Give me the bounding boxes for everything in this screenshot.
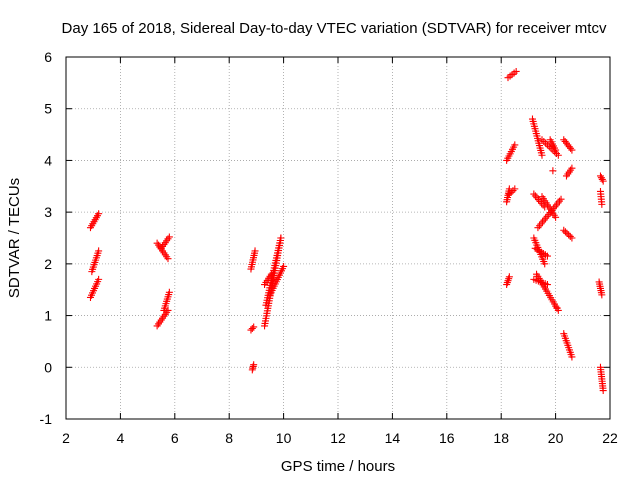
x-tick-label: 2	[62, 430, 70, 446]
data-point	[599, 177, 607, 185]
data-point	[598, 291, 606, 299]
y-tick-label: 2	[44, 256, 52, 272]
data-point	[568, 234, 576, 242]
data-point	[552, 213, 560, 221]
data-point	[250, 361, 258, 369]
data-point	[95, 247, 103, 255]
y-tick-label: 0	[44, 359, 52, 375]
y-tick-label: 6	[44, 49, 52, 65]
x-tick-label: 18	[493, 430, 509, 446]
data-point	[280, 262, 288, 270]
data-point	[567, 144, 575, 152]
grid	[66, 57, 610, 419]
data-point	[165, 288, 173, 296]
data-point	[537, 220, 545, 228]
data-point	[599, 387, 607, 395]
data-point	[538, 151, 546, 159]
x-tick-label: 10	[276, 430, 292, 446]
data-point	[543, 212, 551, 220]
y-tick-label: 5	[44, 101, 52, 117]
data-point	[552, 146, 560, 154]
x-tick-label: 16	[439, 430, 455, 446]
data-point	[540, 137, 548, 145]
data-point	[248, 325, 256, 332]
data-point	[543, 252, 551, 260]
data-point	[565, 231, 573, 239]
data-point	[511, 185, 519, 193]
data-point	[568, 164, 576, 172]
data-point	[539, 218, 547, 226]
data-point	[512, 67, 520, 75]
y-tick-label: 1	[44, 308, 52, 324]
data-point	[540, 216, 548, 224]
y-tick-label: 4	[44, 152, 52, 168]
data-point	[597, 174, 605, 182]
data-point	[552, 201, 560, 209]
y-tick-label: 3	[44, 204, 52, 220]
data-point	[251, 247, 259, 255]
data-point	[531, 192, 539, 200]
data-point	[505, 273, 513, 281]
data-point	[535, 222, 543, 230]
data-point	[560, 226, 568, 234]
data-point	[542, 214, 550, 222]
x-tick-label: 6	[171, 430, 179, 446]
data-point	[250, 323, 258, 331]
data-point	[533, 194, 541, 202]
data-point	[165, 233, 173, 241]
data-point	[164, 255, 172, 263]
x-tick-label: 20	[548, 430, 564, 446]
x-tick-label: 22	[602, 430, 618, 446]
chart-title: Day 165 of 2018, Sidereal Day-to-day VTE…	[62, 20, 607, 37]
data-point	[554, 199, 562, 207]
y-axis-label: SDTVAR / TECUs	[6, 178, 23, 298]
x-tick-label: 12	[330, 430, 346, 446]
data-point	[598, 200, 606, 208]
data-point	[530, 190, 538, 198]
data-point	[541, 260, 549, 268]
data-point	[568, 146, 576, 154]
data-point	[549, 167, 557, 175]
data-point	[277, 234, 285, 242]
x-tick-label: 4	[117, 430, 125, 446]
data-point	[566, 232, 574, 240]
data-point	[555, 197, 563, 205]
data-point	[557, 195, 565, 203]
data-point	[511, 141, 519, 149]
x-tick-label: 14	[385, 430, 401, 446]
data-point	[95, 210, 103, 218]
data-points	[86, 67, 607, 395]
data-point	[267, 270, 275, 278]
x-axis-label: GPS time / hours	[281, 458, 395, 475]
data-point	[568, 353, 576, 361]
data-point	[553, 304, 561, 312]
y-tick-label: -1	[40, 411, 53, 427]
x-tick-label: 8	[225, 430, 233, 446]
data-point	[554, 151, 562, 159]
data-point	[95, 275, 103, 283]
data-point	[598, 175, 606, 183]
data-point	[542, 139, 550, 147]
data-point	[534, 224, 542, 232]
data-point	[561, 228, 569, 236]
data-point	[563, 229, 571, 237]
